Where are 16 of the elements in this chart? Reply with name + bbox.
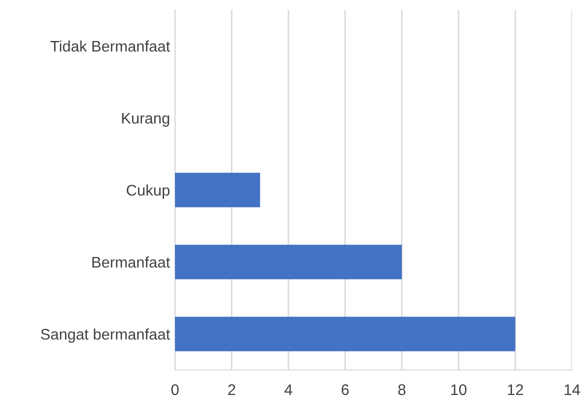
- y-tick-label: Tidak Bermanfaat: [50, 40, 170, 52]
- bar: [175, 316, 516, 352]
- y-tick-label: Cukup: [126, 184, 170, 199]
- y-tick-label: Sangat bermanfaat: [40, 328, 170, 343]
- y-tick-label: Kurang: [122, 113, 170, 127]
- x-tick-label: 4: [284, 384, 292, 395]
- x-tick-label: 14: [564, 384, 580, 395]
- x-tick-label: 0: [171, 384, 179, 396]
- x-tick-label: 6: [342, 384, 349, 396]
- y-tick-label: Bermanfaat: [92, 256, 170, 268]
- bar: [175, 172, 260, 208]
- x-tick-label: 2: [228, 384, 236, 395]
- x-tick-label: 12: [508, 384, 524, 395]
- x-tick-label: 8: [398, 384, 406, 396]
- x-tick-label: 10: [451, 384, 466, 396]
- bar: [175, 244, 402, 280]
